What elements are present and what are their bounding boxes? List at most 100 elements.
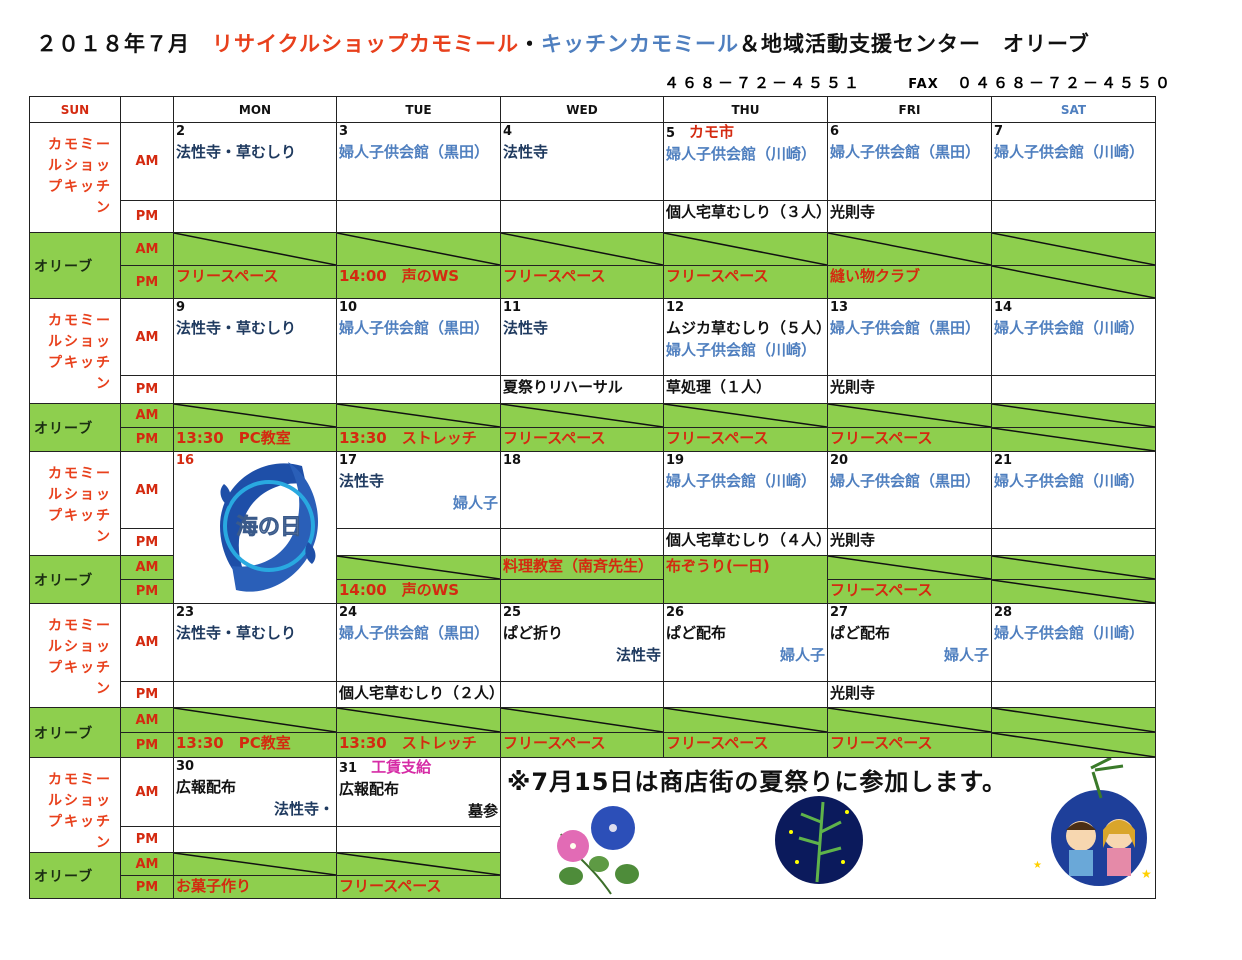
olive-am-cell[interactable] xyxy=(991,403,1156,428)
pm-cell[interactable]: 夏祭りリハーサル xyxy=(500,375,664,404)
olive-am-cell[interactable] xyxy=(663,232,828,266)
am-cell[interactable]: 2 法性寺・草むしり xyxy=(173,122,337,201)
olive-pm-cell[interactable]: フリースペース xyxy=(500,732,664,758)
pm-cell[interactable] xyxy=(991,681,1156,708)
olive-am-cell[interactable] xyxy=(336,403,501,428)
am-cell[interactable]: 12 ムジカ草むしり（５人） 婦人子供会館（川崎） xyxy=(663,298,828,376)
am-cell[interactable]: 7 婦人子供会館（川崎） xyxy=(991,122,1156,201)
pm-cell[interactable] xyxy=(991,200,1156,233)
olive-pm-cell[interactable] xyxy=(500,579,664,604)
olive-am-cell[interactable]: 料理教室（南斉先生） xyxy=(500,555,664,580)
am-cell[interactable]: 4 法性寺 xyxy=(500,122,664,201)
am-cell[interactable]: 18 xyxy=(500,451,664,529)
am-cell[interactable]: 31 工賃支給 広報配布 墓参 xyxy=(336,757,501,827)
olive-am-cell[interactable] xyxy=(827,707,992,733)
olive-am-cell[interactable] xyxy=(663,403,828,428)
pm-cell[interactable]: 光則寺 xyxy=(827,681,992,708)
pm-cell[interactable] xyxy=(500,681,664,708)
olive-pm-cell[interactable]: フリースペース xyxy=(336,875,501,899)
am-cell[interactable]: 9 法性寺・草むしり xyxy=(173,298,337,376)
olive-am-cell[interactable] xyxy=(173,403,337,428)
olive-am-cell[interactable] xyxy=(827,232,992,266)
pm-cell[interactable] xyxy=(173,375,337,404)
pm-cell[interactable] xyxy=(336,528,501,556)
olive-am-cell[interactable] xyxy=(336,232,501,266)
am-cell[interactable]: 27 ぱど配布 婦人子 xyxy=(827,603,992,682)
olive-am-cell[interactable] xyxy=(173,852,337,876)
olive-am-cell[interactable] xyxy=(173,707,337,733)
olive-pm-cell[interactable]: 14:00 声のWS xyxy=(336,265,501,299)
am-cell[interactable]: 10 婦人子供会館（黒田） xyxy=(336,298,501,376)
am-cell[interactable]: 21 婦人子供会館（川崎） xyxy=(991,451,1156,529)
am-cell[interactable]: 26 ぱど配布 婦人子 xyxy=(663,603,828,682)
pm-cell[interactable]: 光則寺 xyxy=(827,375,992,404)
olive-am-cell[interactable] xyxy=(663,707,828,733)
olive-pm-cell[interactable]: 13:30 ストレッチ xyxy=(336,427,501,452)
pm-cell[interactable] xyxy=(336,375,501,404)
olive-pm-cell[interactable]: フリースペース xyxy=(663,265,828,299)
pm-cell[interactable] xyxy=(173,681,337,708)
am-cell[interactable]: 14 婦人子供会館（川崎） xyxy=(991,298,1156,376)
olive-pm-cell[interactable]: フリースペース xyxy=(173,265,337,299)
olive-pm-cell[interactable]: 13:30 PC教室 xyxy=(173,732,337,758)
olive-pm-cell[interactable]: フリースペース xyxy=(500,427,664,452)
olive-pm-cell[interactable]: フリースペース xyxy=(827,579,992,604)
pm-cell[interactable]: 草処理（１人） xyxy=(663,375,828,404)
olive-am-cell[interactable] xyxy=(500,403,664,428)
olive-am-cell[interactable] xyxy=(500,707,664,733)
am-cell[interactable]: 30 広報配布 法性寺・ xyxy=(173,757,337,827)
pm-cell[interactable] xyxy=(500,200,664,233)
am-cell[interactable]: 17 法性寺 婦人子 xyxy=(336,451,501,529)
am-cell[interactable]: 20 婦人子供会館（黒田） xyxy=(827,451,992,529)
pm-cell[interactable] xyxy=(336,826,501,853)
pm-cell[interactable] xyxy=(173,826,337,853)
pm-cell[interactable]: 光則寺 xyxy=(827,200,992,233)
olive-am-cell[interactable] xyxy=(991,707,1156,733)
olive-pm-cell[interactable]: 13:30 PC教室 xyxy=(173,427,337,452)
olive-pm-cell[interactable] xyxy=(991,427,1156,452)
olive-pm-cell[interactable]: 13:30 ストレッチ xyxy=(336,732,501,758)
olive-am-cell[interactable] xyxy=(173,232,337,266)
day-cell-holiday[interactable]: 16 海の日 xyxy=(173,451,337,604)
pm-cell[interactable] xyxy=(173,200,337,233)
olive-am-cell[interactable] xyxy=(991,555,1156,580)
am-cell[interactable]: 24 婦人子供会館（黒田） xyxy=(336,603,501,682)
olive-pm-cell[interactable]: 縫い物クラブ xyxy=(827,265,992,299)
olive-pm-cell[interactable] xyxy=(991,579,1156,604)
am-cell[interactable]: 19 婦人子供会館（川崎） xyxy=(663,451,828,529)
olive-am-cell[interactable] xyxy=(827,403,992,428)
olive-am-cell[interactable] xyxy=(991,232,1156,266)
am-cell[interactable]: 23 法性寺・草むしり xyxy=(173,603,337,682)
olive-am-cell[interactable] xyxy=(336,555,501,580)
olive-am-cell[interactable] xyxy=(500,232,664,266)
pm-cell[interactable]: 光則寺 xyxy=(827,528,992,556)
olive-pm-cell[interactable]: フリースペース xyxy=(827,732,992,758)
olive-am-cell[interactable] xyxy=(336,707,501,733)
olive-pm-cell[interactable]: フリースペース xyxy=(663,732,828,758)
olive-pm-cell[interactable] xyxy=(991,732,1156,758)
am-cell[interactable]: 6 婦人子供会館（黒田） xyxy=(827,122,992,201)
olive-pm-cell[interactable]: お菓子作り xyxy=(173,875,337,899)
am-cell[interactable]: 5 カモ市 婦人子供会館（川崎） xyxy=(663,122,828,201)
olive-pm-cell[interactable]: フリースペース xyxy=(827,427,992,452)
olive-pm-cell[interactable]: フリースペース xyxy=(500,265,664,299)
pm-cell[interactable]: 個人宅草むしり（２人） xyxy=(336,681,501,708)
olive-all-day-cell[interactable]: 布ぞうり(一日) xyxy=(663,555,828,604)
am-cell[interactable]: 3 婦人子供会館（黒田） xyxy=(336,122,501,201)
pm-cell[interactable] xyxy=(991,528,1156,556)
am-cell[interactable]: 11 法性寺 xyxy=(500,298,664,376)
olive-pm-cell[interactable]: 14:00 声のWS xyxy=(336,579,501,604)
olive-am-cell[interactable] xyxy=(336,852,501,876)
olive-am-cell[interactable] xyxy=(827,555,992,580)
pm-cell[interactable] xyxy=(500,528,664,556)
pm-cell[interactable]: 個人宅草むしり（４人） xyxy=(663,528,828,556)
pm-cell[interactable] xyxy=(991,375,1156,404)
olive-pm-cell[interactable] xyxy=(991,265,1156,299)
pm-cell[interactable] xyxy=(663,681,828,708)
am-cell[interactable]: 13 婦人子供会館（黒田） xyxy=(827,298,992,376)
am-cell[interactable]: 25 ぱど折り 法性寺 xyxy=(500,603,664,682)
pm-cell[interactable]: 個人宅草むしり（３人） xyxy=(663,200,828,233)
pm-cell[interactable] xyxy=(336,200,501,233)
am-cell[interactable]: 28 婦人子供会館（川崎） xyxy=(991,603,1156,682)
olive-pm-cell[interactable]: フリースペース xyxy=(663,427,828,452)
